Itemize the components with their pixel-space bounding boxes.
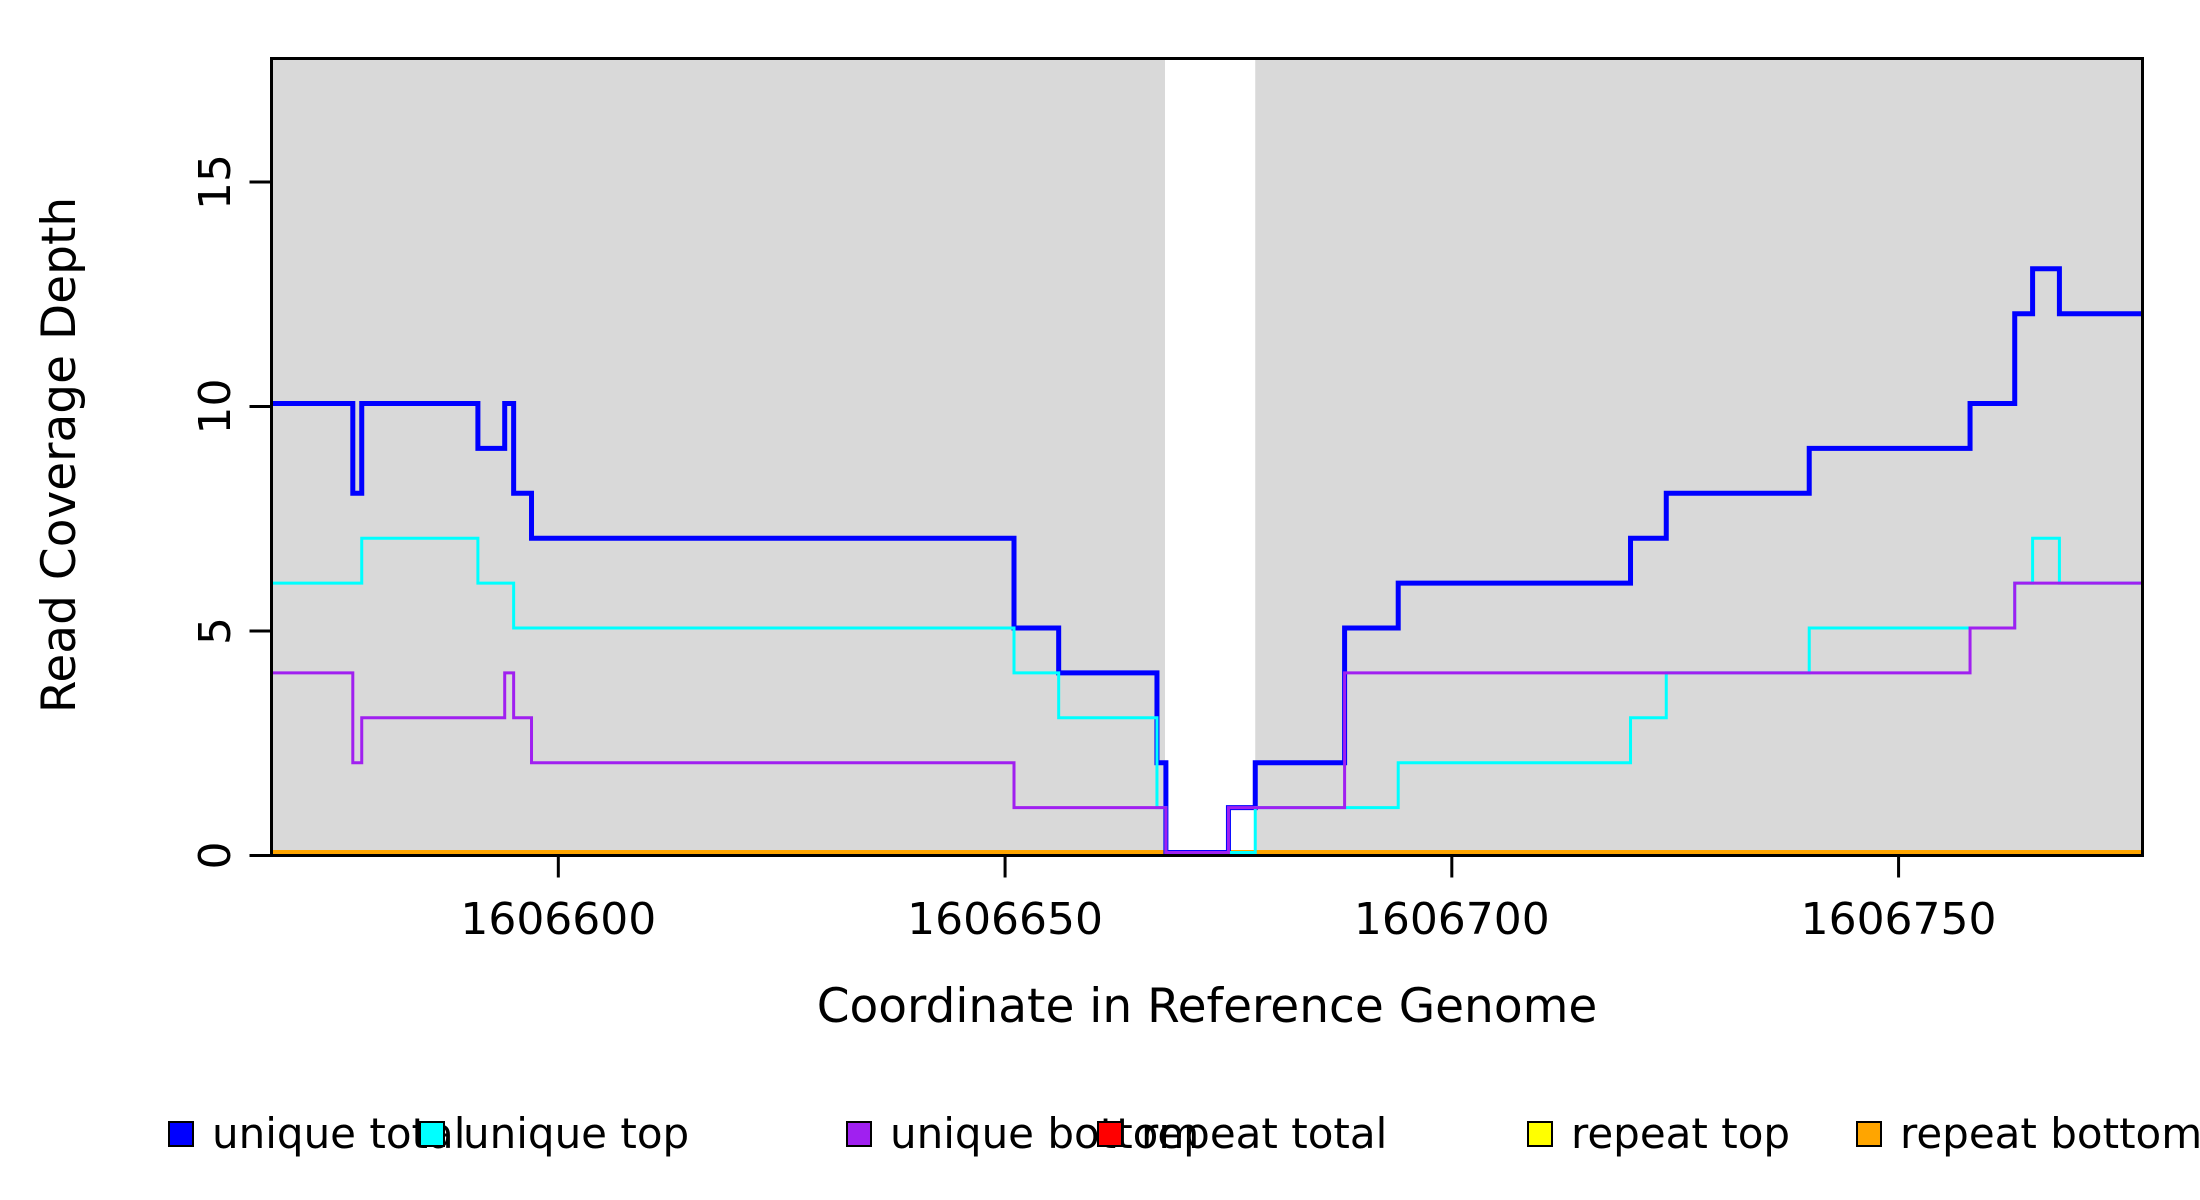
axes-layer: 1606600 1606650 1606700 1606750 0 5 10 15 <box>190 57 2144 945</box>
y-axis-title: Read Coverage Depth <box>32 197 87 713</box>
legend-item-repeat-top: repeat top <box>1527 1109 1791 1158</box>
legend-swatch-unique-bottom <box>846 1121 872 1147</box>
x-tick-label: 1606650 <box>907 894 1103 945</box>
x-tick-label: 1606750 <box>1801 894 1997 945</box>
legend-item-repeat-total: repeat total <box>1097 1109 1388 1158</box>
x-axis-title: Coordinate in Reference Genome <box>817 979 1598 1034</box>
y-tick-label: 15 <box>190 154 241 210</box>
legend-item-unique-top: unique top <box>419 1109 690 1158</box>
coverage-lines-layer <box>271 266 2143 855</box>
legend-swatch-repeat-total <box>1097 1121 1123 1147</box>
shaded-region <box>1255 58 2143 856</box>
plot-border <box>270 57 2144 857</box>
legend-label: unique top <box>463 1109 690 1158</box>
legend-swatch-repeat-bottom <box>1856 1121 1882 1147</box>
series-line-unique-bottom <box>271 581 2143 854</box>
y-tick-label: 0 <box>190 842 241 870</box>
legend-swatch-unique-top <box>419 1121 445 1147</box>
shaded-region <box>271 58 1166 856</box>
legend-label: repeat total <box>1141 1109 1388 1158</box>
legend-swatch-repeat-top <box>1527 1121 1553 1147</box>
legend-item-unique-bottom: unique bottom <box>846 1109 1200 1158</box>
legend-label: repeat bottom <box>1900 1109 2200 1158</box>
legend-swatch-unique-total <box>168 1121 194 1147</box>
y-tick-label: 5 <box>190 617 241 645</box>
x-tick-label: 1606600 <box>460 894 656 945</box>
legend-label: repeat top <box>1571 1109 1791 1158</box>
legend-label: unique bottom <box>890 1109 1200 1158</box>
plot-background-layer <box>271 58 2143 856</box>
y-tick-label: 10 <box>190 379 241 435</box>
legend-item-repeat-bottom: repeat bottom <box>1856 1109 2200 1158</box>
x-tick-label: 1606700 <box>1354 894 1550 945</box>
legend: unique total unique top unique bottom re… <box>0 1109 2200 1158</box>
